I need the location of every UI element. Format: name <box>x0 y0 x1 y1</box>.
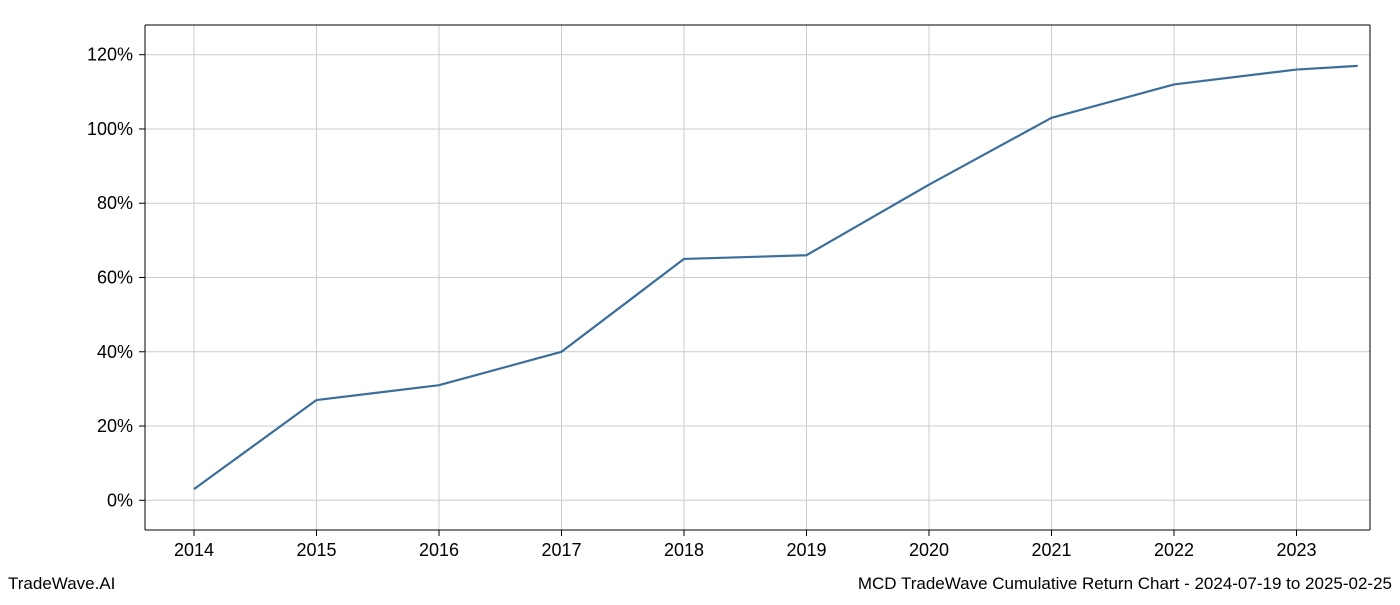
x-tick-label: 2015 <box>296 540 336 560</box>
x-tick-label: 2014 <box>174 540 214 560</box>
line-chart: 2014 2015 2016 2017 2018 2019 2020 2021 2022 2023… <box>0 0 1400 600</box>
x-tick-label: 2016 <box>419 540 459 560</box>
y-tick-label: 20% <box>97 416 133 436</box>
x-tick-label: 2018 <box>664 540 704 560</box>
y-tick-label: 60% <box>97 268 133 288</box>
y-tick-label: 80% <box>97 193 133 213</box>
x-tick-label: 2020 <box>909 540 949 560</box>
y-tick-label: 100% <box>87 119 133 139</box>
x-tick-label: 2017 <box>541 540 581 560</box>
x-tick-label: 2022 <box>1154 540 1194 560</box>
footer-left-text: TradeWave.AI <box>8 574 115 594</box>
footer-right-text: MCD TradeWave Cumulative Return Chart - … <box>858 574 1392 594</box>
chart-container: 2014 2015 2016 2017 2018 2019 2020 2021 2022 2023… <box>0 0 1400 600</box>
x-tick-label: 2019 <box>786 540 826 560</box>
y-tick-label: 0% <box>107 490 133 510</box>
y-tick-label: 120% <box>87 45 133 65</box>
x-tick-label: 2023 <box>1276 540 1316 560</box>
y-tick-label: 40% <box>97 342 133 362</box>
x-tick-label: 2021 <box>1031 540 1071 560</box>
